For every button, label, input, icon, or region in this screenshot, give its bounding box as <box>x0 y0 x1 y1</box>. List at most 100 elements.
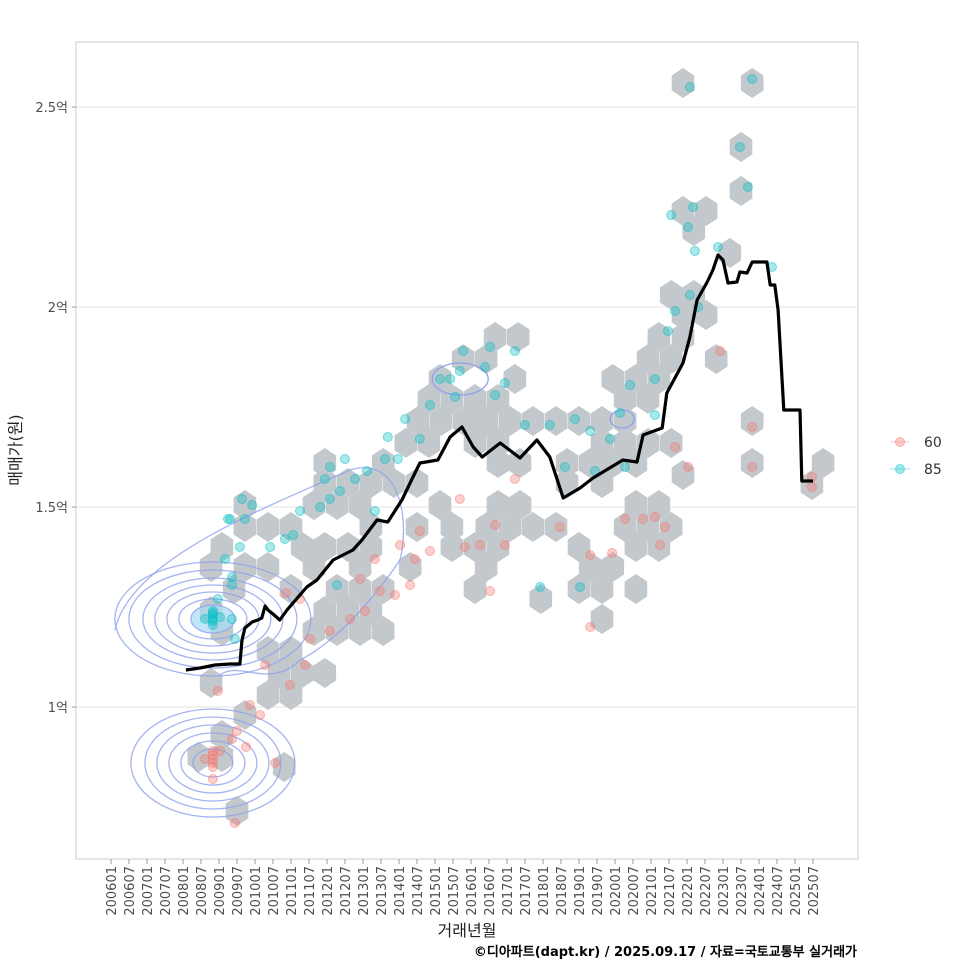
x-tick-label: 201407 <box>411 866 426 916</box>
point-85 <box>265 542 276 552</box>
point-85 <box>340 454 350 464</box>
point-85 <box>684 290 695 300</box>
hexbin-cell <box>567 574 591 604</box>
median-price-line <box>185 253 813 672</box>
point-60 <box>229 818 240 828</box>
point-85 <box>237 494 248 504</box>
point-60 <box>649 512 660 522</box>
hexbin-cell <box>544 512 568 542</box>
point-60 <box>199 754 210 764</box>
hexbin-cell <box>671 196 695 226</box>
point-85 <box>499 378 510 388</box>
point-85 <box>199 614 210 624</box>
hexbin-cell <box>601 364 625 394</box>
hexbin-cell <box>590 406 614 436</box>
density-contour <box>180 740 246 786</box>
point-85 <box>585 426 596 436</box>
x-tick-label: 201807 <box>555 866 570 916</box>
point-85 <box>458 346 469 356</box>
x-tick-label: 202001 <box>609 866 624 916</box>
x-tick-label: 200601 <box>105 866 120 916</box>
hexbin-cell <box>256 680 280 710</box>
point-85 <box>332 580 343 590</box>
point-85 <box>670 306 681 316</box>
point-85 <box>288 530 299 540</box>
density-contour <box>190 604 236 634</box>
hexbin-cell <box>336 468 360 498</box>
hexbin-cell <box>463 428 487 458</box>
hexbin-cell <box>694 300 718 330</box>
x-tick-label: 202101 <box>645 866 660 916</box>
point-60 <box>355 574 366 584</box>
hexbin-cell <box>475 406 499 436</box>
hexbin-cell <box>428 364 452 394</box>
point-85 <box>220 554 231 564</box>
hexbin-cell <box>590 428 614 458</box>
hexbin-cell <box>463 384 487 414</box>
hexbin-cell <box>359 596 383 626</box>
point-60 <box>280 588 291 598</box>
legend-key-point <box>895 437 905 447</box>
point-85 <box>604 434 615 444</box>
hexbin-cell <box>601 552 625 582</box>
hexbin-cell <box>463 574 487 604</box>
density-contour <box>142 577 284 661</box>
point-60 <box>409 554 420 564</box>
hexbin-cell <box>624 490 648 520</box>
point-60 <box>207 758 218 768</box>
point-85 <box>239 514 250 524</box>
hexbin-cell <box>498 406 522 436</box>
hexbin-cell <box>521 406 545 436</box>
x-tick-label: 200901 <box>213 866 228 916</box>
hexbin-cell <box>428 490 452 520</box>
point-60 <box>454 494 465 504</box>
hexbin-cell <box>348 552 372 582</box>
gridlines <box>76 106 858 708</box>
hexbin-cell <box>486 490 510 520</box>
y-tick-label: 1.5억 <box>35 501 68 516</box>
hexbin-cell <box>544 406 568 436</box>
hexbin-cell <box>613 428 637 458</box>
hexbin-cell <box>382 468 406 498</box>
point-60 <box>670 442 681 452</box>
hexbin-cell <box>302 490 326 520</box>
x-tick-label: 202407 <box>771 866 786 916</box>
point-60 <box>660 522 671 532</box>
point-85 <box>226 572 237 582</box>
point-85 <box>490 390 501 400</box>
point-85 <box>324 494 335 504</box>
hexbin-cell <box>590 604 614 634</box>
hexbin-cell <box>474 552 498 582</box>
point-85 <box>450 392 461 402</box>
hexbin-cell <box>578 552 602 582</box>
hexbin-cell <box>647 364 671 394</box>
hexbin-cell <box>740 406 764 436</box>
y-tick-label: 2억 <box>48 301 68 316</box>
point-85 <box>575 582 586 592</box>
point-85 <box>212 594 223 604</box>
hexbin-cell <box>463 532 487 562</box>
density-contour <box>431 362 489 396</box>
hexbin-cell <box>313 448 337 478</box>
point-60 <box>607 548 618 558</box>
point-85 <box>234 542 245 552</box>
point-60 <box>683 462 694 472</box>
point-85 <box>625 380 636 390</box>
point-60 <box>747 462 758 472</box>
hexbin-cell <box>671 300 695 330</box>
point-60 <box>305 634 316 644</box>
point-60 <box>226 734 237 744</box>
point-85 <box>295 506 305 516</box>
x-tick-label: 202007 <box>627 866 642 916</box>
x-tick-label: 201801 <box>537 866 552 916</box>
point-85 <box>223 514 233 524</box>
density-contour <box>178 598 248 640</box>
hexbin-cell <box>348 616 372 646</box>
hexbin-cell <box>405 468 429 498</box>
point-60 <box>395 540 406 550</box>
point-85 <box>324 462 335 472</box>
y-tick-label: 2.5억 <box>35 101 68 116</box>
hexbin-cell <box>647 322 671 352</box>
point-60 <box>509 474 520 484</box>
